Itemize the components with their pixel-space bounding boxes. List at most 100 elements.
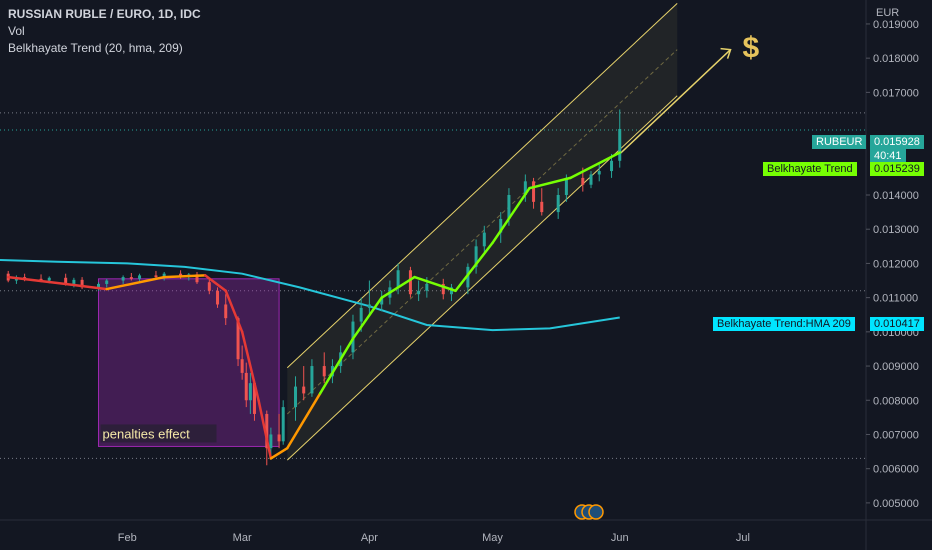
candle-body	[240, 359, 244, 373]
candle-body	[610, 160, 614, 172]
candle-body	[277, 434, 281, 442]
countdown-tag: 40:41	[870, 149, 906, 163]
candle-body	[564, 177, 568, 195]
x-tick-label: Jun	[611, 532, 629, 544]
channel-mid	[286, 49, 678, 415]
candle-body	[441, 283, 445, 295]
candle-body	[408, 270, 412, 295]
trend-value-tag: 0.015239	[870, 162, 924, 176]
trend-segment	[162, 274, 207, 279]
candle-body	[72, 279, 76, 284]
symbol-title[interactable]: RUSSIAN RUBLE / EURO, 1D, IDC	[8, 7, 201, 21]
candle-body	[105, 280, 109, 284]
volume-legend[interactable]: Vol	[8, 24, 25, 38]
candle-body	[322, 366, 326, 377]
y-tick-label: 0.017000	[873, 87, 919, 99]
candle-body	[482, 232, 486, 247]
target-arrow-line	[619, 49, 732, 155]
candle-body	[244, 372, 248, 401]
trend-segment	[105, 275, 166, 291]
symbol-price-label: RUBEUR	[812, 135, 867, 149]
y-tick-label: 0.018000	[873, 53, 919, 65]
candle-body	[97, 283, 101, 288]
y-tick-label: 0.014000	[873, 190, 919, 202]
candle-body	[367, 304, 371, 308]
candle-body	[540, 201, 544, 213]
trend-segment	[257, 399, 273, 460]
candle-body	[359, 307, 363, 322]
candle-body	[589, 174, 593, 185]
candle-body	[597, 171, 601, 175]
channel-fill	[287, 3, 678, 461]
candle-body	[302, 386, 306, 394]
candle-body	[224, 304, 228, 319]
indicator-legend[interactable]: Belkhayate Trend (20, hma, 209)	[8, 41, 183, 55]
hma-label: Belkhayate Trend:HMA 209	[713, 317, 855, 331]
y-tick-label: 0.008000	[873, 395, 919, 407]
y-tick-label: 0.012000	[873, 258, 919, 270]
candle-body	[466, 266, 470, 288]
trend-segment	[569, 151, 621, 180]
candle-body	[507, 195, 511, 219]
candle-body	[269, 434, 273, 449]
candle-body	[618, 128, 622, 161]
candle-body	[532, 181, 536, 202]
candle-body	[265, 413, 269, 449]
trend-label: Belkhayate Trend	[763, 162, 857, 176]
candle-body	[80, 279, 84, 288]
penalties-box[interactable]	[98, 278, 280, 447]
last-price-tag: 0.015928	[870, 135, 924, 149]
x-tick-label: Apr	[361, 532, 378, 544]
candle-body	[380, 297, 384, 305]
candle-body	[449, 287, 453, 295]
candle-body	[39, 278, 43, 281]
candle-body	[523, 181, 527, 195]
x-tick-label: Feb	[118, 532, 137, 544]
trend-segment	[203, 274, 227, 293]
candle-body	[294, 386, 298, 408]
candle-body	[499, 218, 503, 233]
event-marker-icon[interactable]	[588, 504, 604, 520]
trend-segment	[454, 241, 494, 293]
trend-segment	[413, 275, 457, 293]
trend-segment	[240, 330, 260, 402]
y-tick-label: 0.009000	[873, 361, 919, 373]
hma-209-line[interactable]	[0, 259, 620, 332]
currency-label: EUR	[876, 7, 900, 19]
trend-segment	[380, 275, 416, 299]
candle-body	[581, 177, 585, 185]
penalties-label-bg	[100, 424, 217, 443]
y-tick-label: 0.019000	[873, 19, 919, 31]
y-tick-label: 0.011000	[873, 293, 918, 305]
candle-body	[474, 246, 478, 267]
candle-body	[556, 195, 560, 213]
trend-segment	[224, 289, 244, 334]
candle-body	[129, 277, 133, 279]
candle-body	[310, 366, 314, 394]
trend-segment	[269, 446, 289, 460]
y-tick-label: 0.005000	[873, 498, 919, 510]
y-tick-label: 0.007000	[873, 429, 919, 441]
candle-body	[195, 274, 199, 283]
y-tick-label: 0.006000	[873, 464, 919, 476]
x-tick-label: May	[482, 532, 503, 544]
trend-segment	[351, 296, 383, 340]
trend-segment	[528, 176, 572, 190]
x-tick-label: Mar	[233, 532, 252, 544]
trend-segment	[491, 186, 531, 245]
candle-body	[216, 290, 220, 305]
x-tick-label: Jul	[736, 532, 750, 544]
dollar-sign: $	[743, 32, 760, 65]
candle-body	[417, 290, 421, 295]
candle-body	[425, 283, 429, 291]
trend-segment	[64, 282, 108, 291]
hma-value-tag: 0.010417	[870, 317, 924, 331]
trend-segment	[6, 275, 67, 286]
candle-body	[138, 275, 142, 279]
candle-body	[236, 318, 240, 360]
candle-body	[207, 282, 211, 291]
channel-upper[interactable]	[286, 3, 678, 369]
trend-segment	[286, 392, 322, 450]
trend-segment	[318, 337, 355, 395]
